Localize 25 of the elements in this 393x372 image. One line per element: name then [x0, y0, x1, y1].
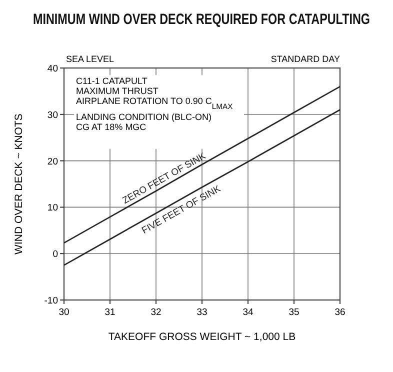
- x-tick-label: 30: [58, 307, 70, 318]
- y-tick-label: 20: [47, 156, 58, 168]
- x-tick-label: 35: [288, 307, 300, 318]
- line-series: [63, 86, 341, 244]
- x-tick-label: 36: [334, 307, 346, 318]
- x-tick-label: 31: [104, 307, 116, 318]
- annotation: C11-1 CATAPULT: [76, 76, 148, 86]
- text: STANDARD DAY: [270, 54, 340, 64]
- annotation: CG AT 18% MGC: [76, 122, 147, 132]
- y-tick-label: -10: [44, 296, 58, 306]
- y-tick-label: 30: [47, 110, 58, 121]
- annotation: LANDING CONDITION (BLC-ON): [76, 112, 212, 122]
- annotation: AIRPLANE ROTATION TO 0.90 C$_{LMAX}$: [76, 96, 233, 110]
- x-axis-title: TAKEOFF GROSS WEIGHT ~ 1,000 LB: [108, 331, 296, 343]
- text: SEA LEVEL: [66, 54, 114, 64]
- annotation: MAXIMUM THRUST: [76, 86, 159, 96]
- x-tick-label: 32: [150, 307, 162, 318]
- y-tick-label: 0: [52, 249, 58, 260]
- chart-title: MINIMUM WIND OVER DECK REQUIRED FOR CATAPULTING: [33, 10, 370, 28]
- y-tick-label: 40: [47, 64, 58, 74]
- y-tick-label: 10: [47, 202, 58, 214]
- x-tick-label: 33: [196, 307, 208, 318]
- y-axis-title: WIND OVER DECK ~ KNOTS: [13, 114, 25, 254]
- line-series: [63, 109, 341, 266]
- x-tick-label: 34: [242, 307, 254, 318]
